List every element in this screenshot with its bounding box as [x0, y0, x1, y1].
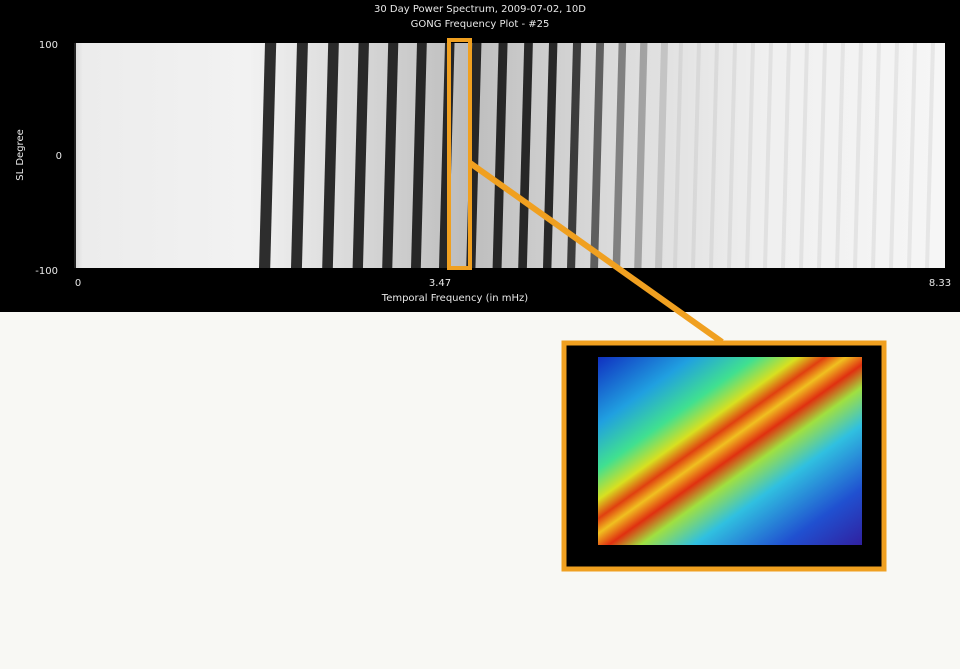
faint-ridge [691, 42, 701, 269]
inset-heatmap [598, 357, 862, 545]
x-tick-label: 3.47 [429, 278, 451, 289]
ridge [634, 43, 648, 268]
ridge [543, 43, 558, 268]
ridge [259, 43, 277, 268]
ridge [382, 43, 399, 268]
title: 30 Day Power Spectrum, 2009-07-02, 10D [374, 4, 586, 15]
ridge [612, 43, 627, 268]
plot-area [74, 43, 945, 268]
faint-ridge [889, 42, 899, 269]
faint-ridge [871, 42, 881, 269]
ridge [492, 43, 508, 268]
faint-ridge [907, 42, 917, 269]
ridge [411, 43, 427, 268]
faint-ridge [925, 42, 935, 269]
ridge [291, 43, 308, 268]
faint-ridge [835, 42, 845, 269]
ridge [352, 43, 369, 268]
zoom-connector [468, 160, 724, 345]
ridge [518, 43, 533, 268]
y-tick-label: 100 [39, 40, 58, 51]
ridge [322, 43, 339, 268]
faint-ridge [745, 42, 755, 269]
ridge [590, 43, 605, 268]
x-label: Temporal Frequency (in mHz) [381, 293, 529, 304]
faint-ridge [673, 42, 683, 269]
ridges [259, 42, 935, 269]
y-label: SL Degree [15, 129, 26, 181]
subtitle: GONG Frequency Plot - #25 [411, 19, 550, 30]
x-tick-label: 0 [75, 278, 81, 289]
ridge [567, 43, 582, 268]
faint-ridge [799, 42, 809, 269]
y-tick-label: -100 [35, 266, 58, 277]
faint-ridge [709, 42, 719, 269]
faint-ridge [781, 42, 791, 269]
ridge [655, 43, 668, 268]
faint-ridge [727, 42, 737, 269]
x-tick-label: 8.33 [929, 278, 951, 289]
faint-ridge [817, 42, 827, 269]
faint-ridge [763, 42, 773, 269]
faint-ridge [853, 42, 863, 269]
highlight-box [447, 38, 472, 270]
y-tick-label: 0 [56, 151, 62, 162]
